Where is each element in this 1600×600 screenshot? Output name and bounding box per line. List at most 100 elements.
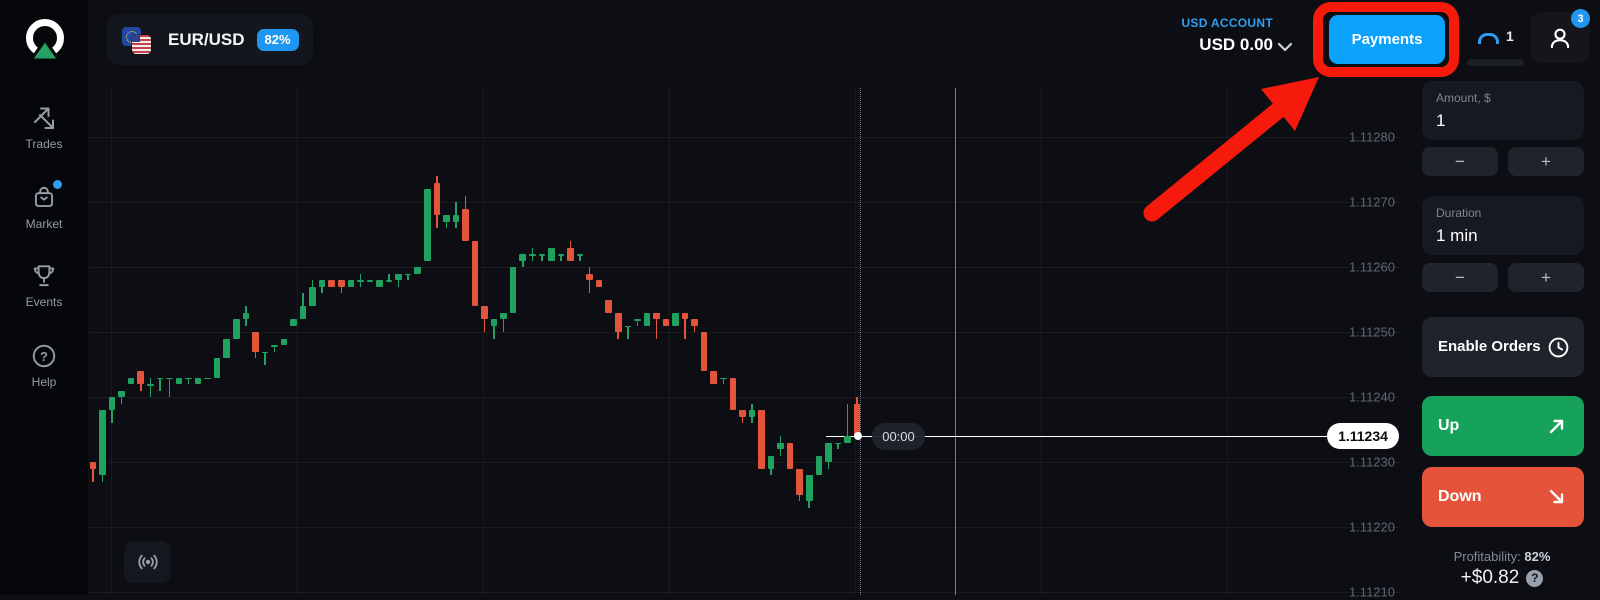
candle-body [223, 338, 230, 358]
duration-value: 1 min [1436, 226, 1478, 245]
candle-wick [120, 390, 123, 404]
candle-body [118, 390, 125, 397]
candle-body [595, 280, 603, 287]
candle-body [347, 280, 355, 287]
gridline-vertical [1041, 88, 1042, 595]
enable-orders-button[interactable]: Enable Orders [1422, 317, 1584, 377]
gridline-vertical [669, 88, 670, 595]
candle-wick [521, 254, 524, 267]
candle-body [815, 455, 823, 475]
candle-wick [560, 254, 562, 261]
person-icon [1550, 28, 1570, 48]
candle-wick [483, 306, 486, 332]
duration-minus-button[interactable]: − [1422, 263, 1498, 292]
candle-body [853, 403, 861, 436]
candle-body [338, 280, 345, 287]
down-label: Down [1438, 488, 1482, 505]
candle-body [213, 358, 221, 378]
candle-wick [187, 377, 190, 384]
candle-body [614, 312, 622, 332]
payments-button[interactable]: Payments [1329, 15, 1445, 64]
payout-line: +$0.82 ? [1404, 567, 1600, 589]
candle-body [433, 182, 441, 215]
candle-body [166, 377, 173, 380]
candle-body [471, 241, 479, 306]
candle-body [605, 299, 612, 313]
sidebar-item-events[interactable]: Events [0, 262, 88, 309]
gridline-vertical [855, 88, 856, 595]
candle-body [729, 377, 737, 410]
candle-body [691, 319, 698, 326]
candle-body [385, 280, 393, 282]
price-axis-label: 1.11270 [1348, 194, 1395, 210]
candle-body [89, 462, 97, 469]
payout-value: +$0.82 [1460, 567, 1520, 588]
current-price-dot [854, 432, 862, 440]
candle-body [242, 312, 250, 319]
notification-dot [53, 180, 62, 189]
trades-count: 1 [1506, 28, 1514, 44]
arrow-down-right-icon [1549, 489, 1564, 504]
account-summary[interactable]: USD ACCOUNT USD 0.00 [1085, 16, 1273, 55]
amount-field[interactable]: Amount, $ 1 [1422, 81, 1584, 140]
candle-body [462, 208, 469, 241]
payout-percent-badge: 82% [256, 28, 299, 51]
sidebar-item-label: Trades [25, 137, 63, 151]
candle-body [99, 410, 106, 475]
active-trades-counter[interactable]: 1 [1478, 28, 1514, 44]
candle-body [290, 319, 297, 326]
candle-body [309, 286, 316, 306]
duration-label: Duration [1436, 206, 1482, 220]
up-button[interactable]: Up [1422, 396, 1584, 456]
down-button[interactable]: Down [1422, 467, 1584, 527]
gridline-vertical [483, 88, 484, 595]
candle-wick [321, 280, 323, 293]
candle-body [834, 442, 842, 445]
market-bag-icon [34, 186, 54, 208]
candle-body [796, 468, 803, 495]
candle-body [758, 410, 765, 469]
sidebar-item-trades[interactable]: Trades [0, 104, 88, 151]
gridline-vertical [111, 88, 112, 595]
live-stream-button[interactable] [124, 541, 171, 583]
candle-body [481, 306, 488, 319]
candle-body [720, 377, 727, 380]
amount-minus-button[interactable]: − [1422, 147, 1498, 176]
profitability-line: Profitability: 82% [1404, 549, 1600, 564]
gridline-horizontal [88, 397, 1400, 398]
candle-body [681, 312, 689, 319]
candle-body [232, 319, 240, 339]
sidebar-item-help[interactable]: ? Help [0, 342, 88, 389]
candle-wick [340, 280, 343, 293]
candle-body [643, 312, 651, 326]
sidebar-item-market[interactable]: Market [0, 180, 88, 231]
candle-wick [837, 442, 839, 449]
duration-field[interactable]: Duration 1 min [1422, 196, 1584, 255]
sidebar: Trades Market Events ? Help [0, 0, 89, 595]
candle-body [786, 442, 794, 469]
us-flag-icon [132, 34, 151, 54]
current-price-pill: 1.11234 [1327, 423, 1399, 449]
candle-body [137, 371, 145, 384]
candle-body [127, 377, 135, 384]
help-circle-icon[interactable]: ? [1526, 569, 1544, 587]
gridline-vertical [1227, 88, 1228, 595]
candle-body [156, 377, 164, 380]
broadcast-icon [137, 554, 158, 570]
candle-body [519, 254, 527, 261]
gauge-arc-icon [1478, 32, 1499, 44]
candle-wick [273, 345, 276, 352]
app-logo[interactable] [16, 12, 74, 70]
candle-body [653, 312, 660, 319]
chevron-down-icon[interactable] [1277, 42, 1293, 52]
candle-body [252, 332, 259, 352]
duration-plus-button[interactable]: + [1508, 263, 1584, 292]
candle-body [204, 377, 211, 380]
amount-plus-button[interactable]: + [1508, 147, 1584, 176]
asset-pair-selector[interactable]: EUR/USD 82% [107, 14, 313, 65]
gridline-horizontal [88, 137, 1400, 138]
gridline-horizontal [88, 202, 1400, 203]
candle-body [328, 280, 336, 287]
candle-body [586, 273, 593, 280]
notification-badge: 3 [1571, 9, 1590, 28]
